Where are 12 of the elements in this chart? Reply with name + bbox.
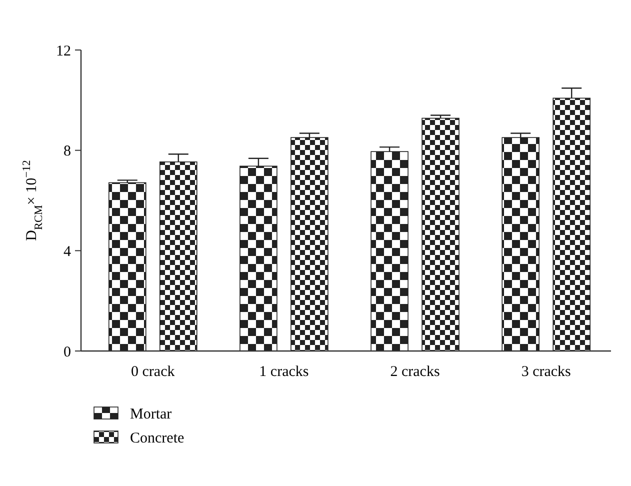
- bar: [108, 182, 146, 352]
- legend-label: Mortar: [130, 406, 172, 422]
- y-tick-label: 12: [56, 43, 71, 60]
- x-tick-label: 3 cracks: [521, 364, 572, 380]
- y-tick-label: 0: [64, 344, 71, 360]
- x-tick-label: 0 crack: [131, 364, 176, 380]
- x-tick-label: 1 cracks: [259, 364, 309, 380]
- y-tick-label: 8: [64, 144, 71, 160]
- y-tick-label: 4: [64, 244, 72, 260]
- x-tick-label: 2 cracks: [390, 364, 440, 380]
- legend-label: Concrete: [130, 430, 184, 446]
- bar: [422, 118, 460, 352]
